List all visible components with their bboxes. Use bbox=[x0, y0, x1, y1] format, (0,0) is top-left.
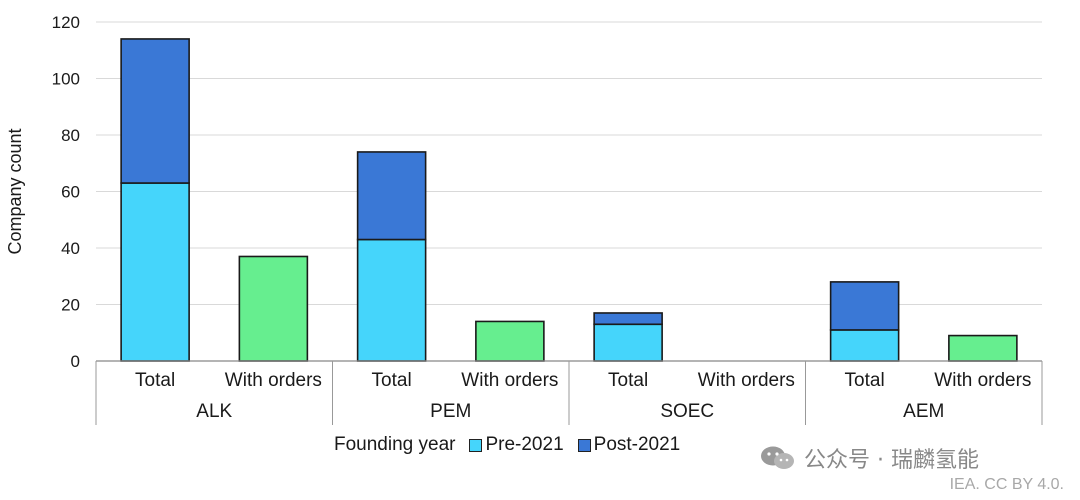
bar-with-orders-1 bbox=[238, 255, 309, 362]
x-group-label: PEM bbox=[430, 401, 471, 422]
legend-swatch-pre-2021 bbox=[469, 438, 483, 452]
legend-label-pre-2021: Pre-2021 bbox=[485, 434, 564, 455]
legend-title: Founding year bbox=[334, 434, 456, 455]
credit: IEA. CC BY 4.0. bbox=[949, 476, 1064, 493]
wechat-icon bbox=[761, 446, 794, 469]
legend: Founding year Pre-2021 Post-2021 bbox=[334, 432, 680, 458]
x-group-label: SOEC bbox=[660, 401, 714, 422]
y-tick-label: 0 bbox=[71, 352, 80, 371]
y-tick-label: 120 bbox=[52, 13, 80, 32]
x-sub-label: Total bbox=[135, 370, 175, 391]
bar-with-orders-7 bbox=[948, 334, 1018, 362]
bar-post-2021-4 bbox=[593, 312, 663, 326]
bar-pre-2021-0 bbox=[120, 182, 190, 362]
x-group-label: AEM bbox=[903, 401, 944, 422]
x-sub-label: With orders bbox=[461, 370, 558, 391]
y-tick-label: 100 bbox=[52, 70, 80, 89]
x-group-label: ALK bbox=[196, 401, 232, 422]
y-tick-label: 40 bbox=[61, 239, 80, 258]
legend-swatch-post-2021 bbox=[577, 438, 591, 452]
y-tick-label: 20 bbox=[61, 296, 80, 315]
watermark: 公众号 · 瑞麟氢能 bbox=[760, 443, 979, 473]
x-sub-label: Total bbox=[372, 370, 412, 391]
y-tick-label: 80 bbox=[61, 126, 80, 145]
x-sub-label: With orders bbox=[225, 370, 322, 391]
bar-post-2021-2 bbox=[356, 151, 427, 241]
bar-pre-2021-4 bbox=[593, 323, 663, 362]
watermark-text: 公众号 · 瑞麟氢能 bbox=[804, 448, 979, 473]
x-sub-label: With orders bbox=[698, 370, 795, 391]
bar-pre-2021-2 bbox=[356, 238, 427, 362]
bar-pre-2021-6 bbox=[829, 329, 900, 362]
bar-post-2021-6 bbox=[829, 281, 900, 331]
bar-with-orders-3 bbox=[475, 320, 545, 362]
x-sub-label: Total bbox=[845, 370, 885, 391]
y-tick-label: 60 bbox=[61, 183, 80, 202]
x-sub-label: With orders bbox=[934, 370, 1031, 391]
legend-label-post-2021: Post-2021 bbox=[593, 434, 681, 455]
x-sub-label: Total bbox=[608, 370, 648, 391]
bar-post-2021-0 bbox=[120, 38, 190, 184]
y-axis-title: Company count bbox=[5, 128, 25, 254]
